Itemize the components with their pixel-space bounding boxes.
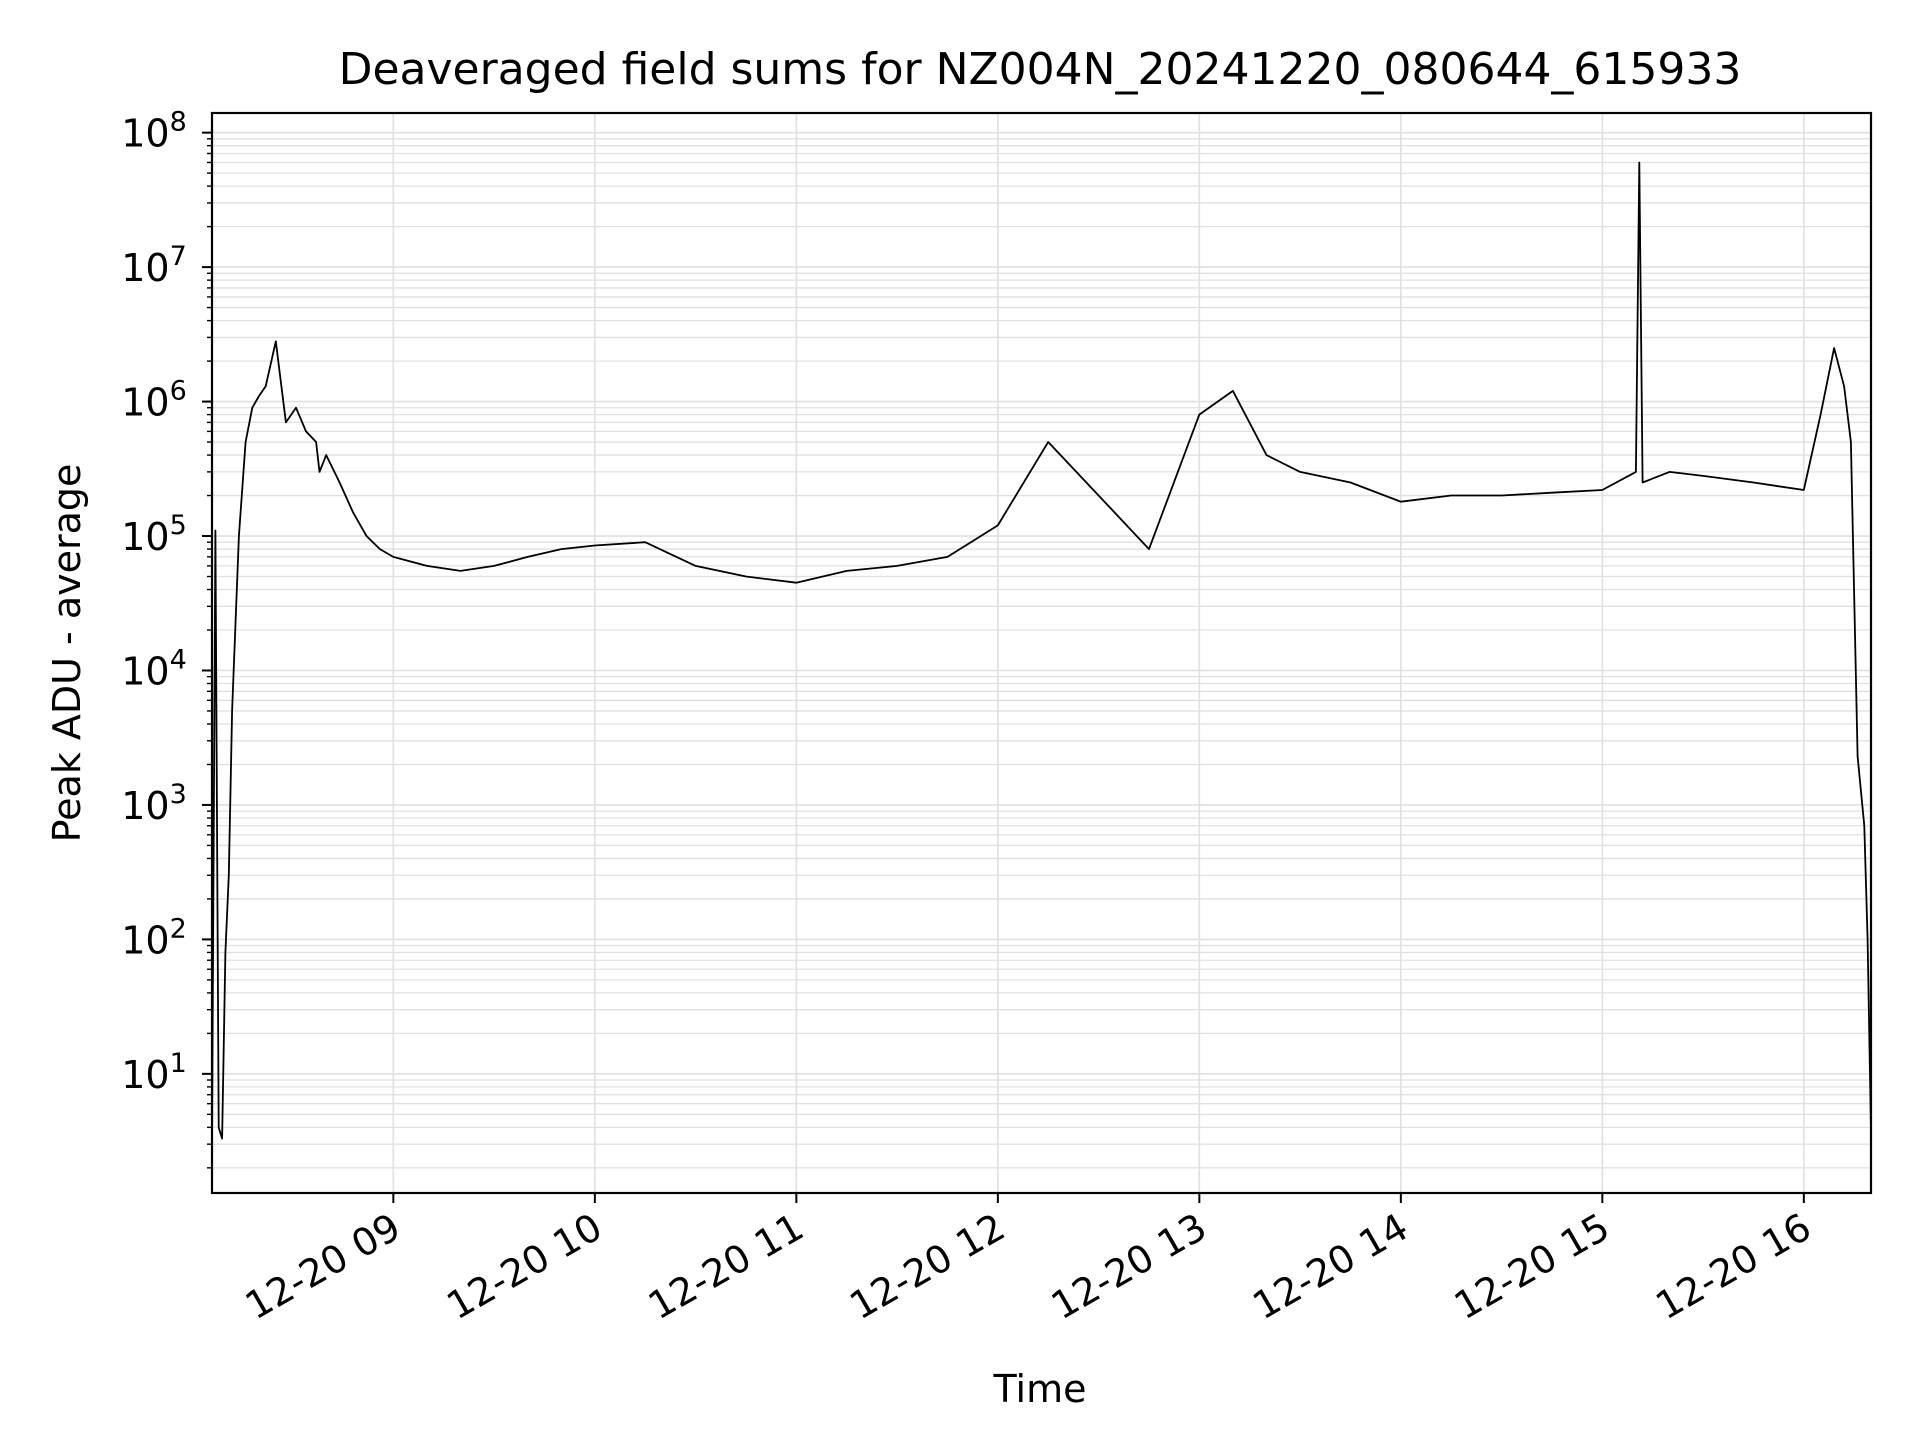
y-tick-base: 10	[121, 381, 169, 425]
y-tick-label: 103	[121, 779, 187, 828]
y-tick-base: 10	[121, 649, 169, 693]
y-tick-exponent: 8	[170, 107, 187, 138]
y-tick-base: 10	[121, 918, 169, 962]
series-line	[211, 161, 1872, 1145]
y-tick-base: 10	[121, 1053, 169, 1097]
y-tick-label: 106	[121, 376, 187, 425]
x-axis-label: Time	[993, 1367, 1087, 1411]
y-tick-label: 102	[121, 913, 187, 962]
y-tick-base: 10	[121, 784, 169, 828]
y-tick-exponent: 4	[170, 644, 187, 675]
y-tick-base: 10	[121, 112, 169, 156]
grid-lines	[212, 113, 1871, 1193]
y-tick-label: 101	[121, 1048, 187, 1097]
y-tick-label: 104	[121, 644, 187, 693]
y-tick-exponent: 3	[170, 779, 187, 810]
y-tick-exponent: 6	[170, 376, 187, 407]
y-tick-exponent: 7	[170, 241, 187, 272]
plot-frame	[210, 111, 1873, 1195]
y-axis-label: Peak ADU - average	[45, 464, 89, 843]
plot-area	[211, 161, 1872, 1145]
y-tick-label: 107	[121, 241, 187, 290]
y-tick-exponent: 5	[170, 510, 187, 541]
y-tick-label: 108	[121, 107, 187, 156]
chart-title: Deaveraged field sums for NZ004N_2024122…	[339, 44, 1742, 95]
y-tick-exponent: 1	[170, 1048, 187, 1079]
y-tick-base: 10	[121, 515, 169, 559]
y-tick-exponent: 2	[170, 913, 187, 944]
y-tick-base: 10	[121, 246, 169, 290]
y-tick-label: 105	[121, 510, 187, 559]
